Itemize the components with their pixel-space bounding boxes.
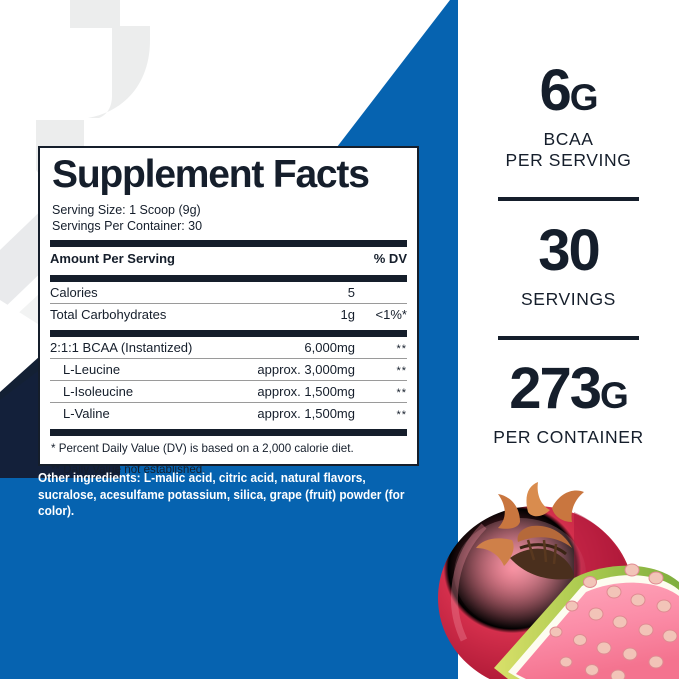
other-ingredients-text: Other ingredients: L-malic acid, citric … <box>38 471 405 519</box>
percent-dv-header: % DV <box>373 250 407 266</box>
rule-thick-under-header <box>50 274 407 282</box>
row-daily-value: ** <box>396 364 407 377</box>
table-row: L-Leucine approx. 3,000mg ** <box>50 359 407 380</box>
pomegranate-guava-illustration <box>438 482 679 679</box>
row-label: L-Isoleucine <box>63 383 134 399</box>
rule-thin <box>50 357 407 359</box>
row-label: Total Carbohydrates <box>50 306 167 322</box>
rule-thin <box>50 302 407 304</box>
stat-value-bcaa: 6G <box>539 58 598 123</box>
table-row: Calories 5 <box>50 282 407 303</box>
row-label: L-Valine <box>63 405 110 421</box>
rule-thin <box>50 379 407 381</box>
stat-per-container: 273G PER CONTAINER <box>458 360 679 448</box>
row-label: 2:1:1 BCAA (Instantized) <box>50 339 193 355</box>
footnote-not-established: ** Daily Value not established. <box>51 462 206 476</box>
row-label: L-Leucine <box>63 361 121 377</box>
row-daily-value: ** <box>396 342 407 355</box>
row-amount: 1g <box>340 306 355 322</box>
row-amount: approx. 1,500mg <box>257 383 355 399</box>
stat-servings: 30 SERVINGS <box>458 222 679 310</box>
row-daily-value: ** <box>396 386 407 399</box>
nutrition-rows: Calories 5 Total Carbohydrates 1g <1%* 2:1:1 … <box>50 282 407 424</box>
servings-per-container-text: Servings Per Container: 30 <box>52 219 203 234</box>
supplement-facts-panel: Supplement Facts Serving Size: 1 Scoop (… <box>38 146 419 476</box>
table-row: Total Carbohydrates 1g <1%* <box>50 304 407 325</box>
rule-thick-bottom <box>50 428 407 436</box>
table-row: L-Valine approx. 1,500mg ** <box>50 403 407 424</box>
row-daily-value: <1%* <box>375 306 407 322</box>
row-label: Calories <box>50 284 98 300</box>
amount-per-serving-header: Amount Per Serving <box>50 250 175 266</box>
row-amount: 5 <box>347 284 355 300</box>
row-amount: approx. 3,000mg <box>257 361 355 377</box>
rule-thick-top <box>50 239 407 247</box>
stat-caption-bcaa: BCAA PER SERVING <box>505 129 632 170</box>
table-header-row: Amount Per Serving % DV <box>50 247 407 270</box>
table-row: L-Isoleucine approx. 1,500mg ** <box>50 381 407 402</box>
footnote-daily-value: * Percent Daily Value (DV) is based on a… <box>51 441 354 455</box>
row-amount: approx. 1,500mg <box>257 405 355 421</box>
table-row: 2:1:1 BCAA (Instantized) 6,000mg ** <box>50 337 407 358</box>
row-daily-value: ** <box>396 408 407 421</box>
serving-size-text: Serving Size: 1 Scoop (9g) <box>52 202 201 217</box>
stat-caption-per-container: PER CONTAINER <box>493 427 644 447</box>
stat-value-servings: 30 <box>538 218 600 283</box>
rule-thick-mid <box>50 329 407 337</box>
stats-panel: 6G BCAA PER SERVING 30 SERVINGS 273G PER … <box>458 0 679 679</box>
fruit-artwork <box>424 482 679 679</box>
page-title: Supplement Facts <box>52 153 370 196</box>
stat-divider-1 <box>498 197 639 201</box>
row-amount: 6,000mg <box>304 339 355 355</box>
stat-value-per-container: 273G <box>509 356 629 421</box>
stat-caption-servings: SERVINGS <box>521 289 616 309</box>
stat-bcaa-per-serving: 6G BCAA PER SERVING <box>458 62 679 170</box>
stat-divider-2 <box>498 336 639 340</box>
rule-thin <box>50 401 407 403</box>
